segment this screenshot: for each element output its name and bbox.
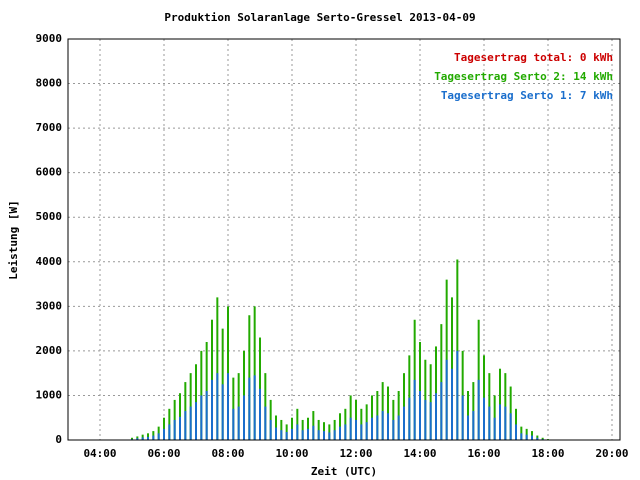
- legend-entry: Tagesertrag Serto 1: 7 kWh: [441, 89, 613, 102]
- y-tick-label: 7000: [36, 121, 63, 134]
- y-axis-label: Leistung [W]: [7, 200, 20, 279]
- legend-entry: Tagesertrag total: 0 kWh: [454, 51, 613, 64]
- x-tick-label: 12:00: [339, 447, 372, 460]
- x-tick-label: 06:00: [147, 447, 180, 460]
- x-tick-label: 10:00: [275, 447, 308, 460]
- x-tick-label: 04:00: [83, 447, 116, 460]
- x-tick-label: 20:00: [595, 447, 628, 460]
- x-tick-label: 08:00: [211, 447, 244, 460]
- y-tick-label: 5000: [36, 210, 63, 223]
- x-tick-label: 14:00: [403, 447, 436, 460]
- x-axis-label: Zeit (UTC): [311, 465, 377, 478]
- plot-border: [67, 38, 621, 441]
- y-tick-label: 4000: [36, 255, 63, 268]
- legend-entry: Tagesertrag Serto 2: 14 kWh: [434, 70, 613, 83]
- y-tick-label: 6000: [36, 166, 63, 179]
- y-tick-label: 3000: [36, 299, 63, 312]
- y-tick-label: 0: [55, 433, 62, 446]
- y-tick-label: 2000: [36, 344, 63, 357]
- chart-title: Produktion Solaranlage Serto-Gressel 201…: [164, 11, 475, 24]
- x-tick-label: 16:00: [467, 447, 500, 460]
- y-tick-label: 8000: [36, 77, 63, 90]
- y-tick-label: 9000: [36, 32, 63, 45]
- y-tick-label: 1000: [36, 388, 63, 401]
- x-tick-label: 18:00: [531, 447, 564, 460]
